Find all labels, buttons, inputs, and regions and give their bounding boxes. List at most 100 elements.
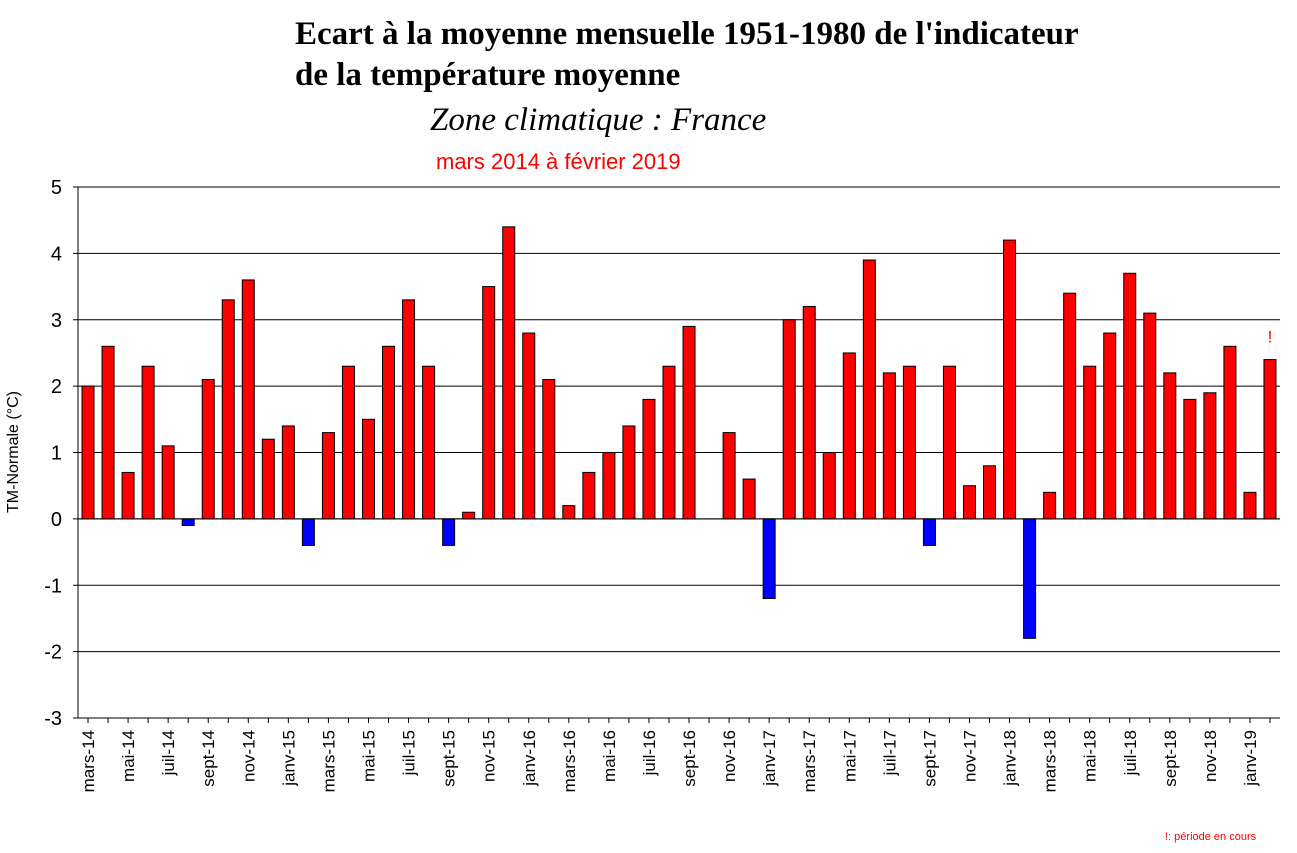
x-tick-label: mai-14 [119,730,138,782]
x-tick-label: mars-15 [319,730,338,792]
bar [642,398,656,520]
gridlines [78,186,1280,653]
x-tick-label: nov-15 [480,730,499,782]
bars [81,226,1277,639]
bar [1123,272,1137,520]
bar [261,438,275,520]
bar [1163,372,1177,520]
bar [922,518,936,546]
bar [442,518,456,546]
bar [662,365,676,520]
bar [482,286,496,520]
bar [962,485,976,520]
x-tick-label: mai-18 [1081,730,1100,782]
bar [1063,292,1077,520]
y-tick-label: 2 [51,376,62,398]
x-tick-label: sept-16 [680,730,699,787]
bar [522,332,536,520]
chart-title-line1: Ecart à la moyenne mensuelle 1951-1980 d… [295,16,1079,52]
footnote: !: période en cours [1165,831,1257,843]
x-tick-label: nov-17 [960,730,979,782]
bar [422,365,436,520]
bar [1003,239,1017,520]
x-tick-label: juil-18 [1121,730,1140,776]
bar [341,365,355,520]
bar [1263,359,1277,520]
x-tick-label: janv-16 [520,730,539,787]
bar [802,305,816,520]
bar [502,226,516,520]
bar [301,518,315,546]
x-tick-labels: mars-14 mai-14 juil-14 sept-14 nov-14 janv-15… [79,730,1260,792]
bar [1103,332,1117,520]
bar [1023,518,1037,639]
bar [141,365,155,520]
bar [81,385,95,520]
chart-title-line2: de la température moyenne [295,57,681,93]
y-tick-label: 0 [51,509,62,531]
bar [942,365,956,520]
bar [462,511,476,520]
x-tick-label: janv-18 [1001,730,1020,787]
x-tick-label: mars-17 [800,730,819,792]
x-tick-label: mars-18 [1041,730,1060,792]
bar [622,425,636,520]
x-tick-label: nov-18 [1201,730,1220,782]
y-tick-label: 5 [51,177,62,199]
bar [742,478,756,520]
y-tick-label: -3 [44,708,62,730]
bar [402,299,416,520]
y-tick-label: -1 [44,575,62,597]
x-tick-label: sept-14 [199,730,218,787]
bar [1223,345,1237,520]
bar [782,319,796,520]
bar [181,518,195,527]
bar [121,471,135,520]
bar [101,345,115,520]
bar [722,432,736,520]
bar [361,418,375,520]
bar [281,425,295,520]
bar [602,452,616,520]
y-axis-label: TM-Normale (°C) [5,391,22,513]
y-tick-labels: 5 4 3 2 1 0 -1 -2 -3 [44,177,62,730]
chart-title: Ecart à la moyenne mensuelle 1951-1980 d… [295,14,1255,96]
x-tick-label: juil-16 [640,730,659,776]
y-tick-label: 1 [51,443,62,465]
x-tick-label: juil-15 [400,730,419,776]
x-tick-label: mai-16 [600,730,619,782]
x-tick-label: nov-14 [239,730,258,782]
x-tick-label: mars-16 [560,730,579,792]
bar [562,505,576,520]
bar [1243,491,1257,520]
bar [1143,312,1157,520]
bar [161,445,175,520]
bar [682,325,696,520]
x-tick-label: nov-16 [720,730,739,782]
axes [73,186,1280,723]
bar [1203,392,1217,520]
bar [902,365,916,520]
x-tick-label: sept-15 [440,730,459,787]
in-progress-marker: ! [1268,328,1273,347]
bar [1083,365,1097,520]
bar [542,378,556,520]
x-tick-label: sept-18 [1161,730,1180,787]
period-label: mars 2014 à février 2019 [436,149,681,174]
bar [842,352,856,520]
bar [1183,398,1197,520]
x-tick-label: janv-19 [1241,730,1260,787]
y-tick-label: 3 [51,310,62,332]
bar [582,471,596,520]
bar [862,259,876,520]
bar [762,518,776,600]
x-tick-label: sept-17 [920,730,939,787]
bar [882,372,896,520]
bar [221,299,235,520]
bar [382,345,396,520]
x-tick-label: juil-14 [159,730,178,776]
x-tick-label: mai-17 [840,730,859,782]
bar [321,432,335,520]
x-tick-label: janv-17 [760,730,779,787]
